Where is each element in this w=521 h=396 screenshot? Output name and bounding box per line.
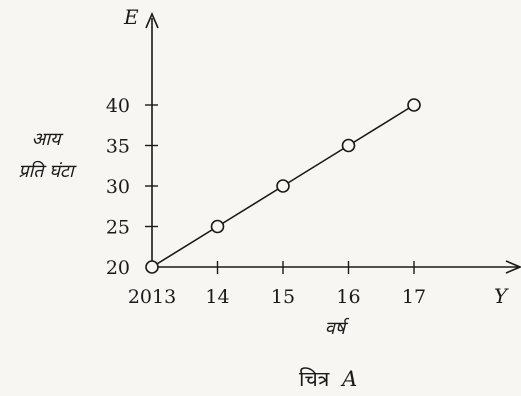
data-point [276,179,290,193]
y-tick-label: 40 [106,95,130,117]
y-axis-name: E [123,5,139,29]
caption-letter: A [340,367,357,391]
x-tick-label: 2013 [128,286,176,308]
y-tick-label: 30 [106,176,130,198]
data-point [210,219,225,234]
figure-caption: चित्र A [299,367,357,391]
ylabel-line-2: प्रति घंटा [18,160,77,182]
x-tick-label: 16 [336,286,360,308]
x-axis-name: Y [494,284,509,308]
y-tick-label: 35 [106,136,130,158]
y-axis-arrow [145,11,159,29]
data-point [145,260,159,274]
x-tick-label: 17 [402,286,426,308]
caption-word: चित्र [299,367,330,391]
x-axis-arrow [505,260,521,274]
ylabel-line-1: आय [32,129,64,150]
data-point [407,98,421,112]
xlabel: वर्ष [325,317,350,339]
y-tick-label: 25 [106,217,130,239]
x-tick-label: 14 [205,286,229,308]
y-tick-label: 20 [106,257,130,279]
data-point [341,138,356,153]
x-tick-label: 15 [271,286,295,308]
